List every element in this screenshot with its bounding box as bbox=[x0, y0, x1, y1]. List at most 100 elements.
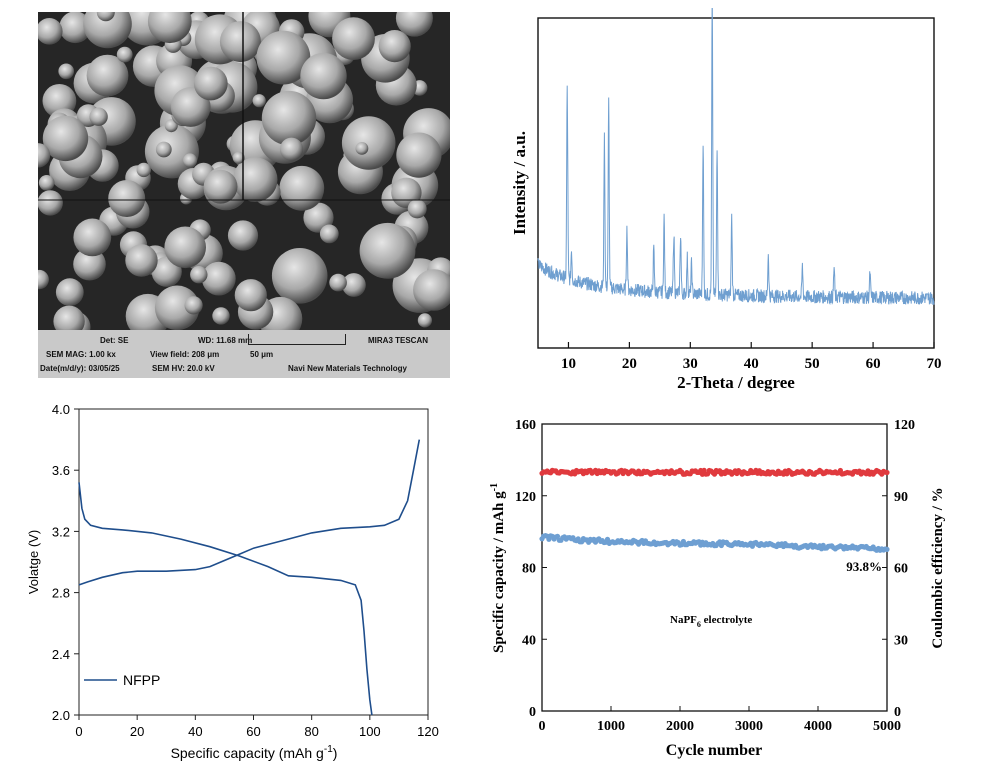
sem-particle bbox=[38, 175, 55, 191]
cv-x-tick-label: 80 bbox=[304, 724, 318, 739]
xrd-pattern-line bbox=[537, 8, 935, 306]
sem-particle bbox=[300, 52, 347, 100]
cv-y-tick-label: 2.4 bbox=[52, 647, 70, 662]
sem-particle bbox=[116, 46, 133, 63]
sem-particle bbox=[170, 87, 211, 127]
sem-particle bbox=[38, 18, 63, 45]
sem-particle bbox=[256, 30, 311, 85]
sem-particle bbox=[38, 143, 51, 168]
cv-x-tick-label: 60 bbox=[246, 724, 260, 739]
cyc-right-tick-label: 0 bbox=[894, 705, 901, 720]
retention-annotation: 93.8% bbox=[846, 559, 882, 574]
sem-particle bbox=[154, 285, 200, 330]
cyc-right-tick-label: 120 bbox=[894, 418, 915, 433]
xrd-x-tick-label: 10 bbox=[561, 356, 576, 372]
sem-particle bbox=[73, 218, 112, 257]
cv-x-tick-label: 100 bbox=[359, 724, 381, 739]
sem-particle bbox=[108, 180, 146, 217]
sem-particle bbox=[212, 307, 230, 325]
sem-particle bbox=[234, 279, 267, 312]
sem-particle bbox=[42, 115, 89, 162]
sem-particle bbox=[232, 157, 278, 202]
sem-particle bbox=[164, 226, 206, 269]
cyc-x-tick-label: 5000 bbox=[873, 719, 901, 734]
cyc-plot-frame bbox=[541, 423, 888, 712]
sem-particle bbox=[38, 190, 63, 216]
cyc-x-tick-label: 0 bbox=[539, 719, 546, 734]
xrd-x-tick-label: 50 bbox=[805, 356, 820, 372]
cyc-left-tick-label: 160 bbox=[515, 418, 536, 433]
sem-particle bbox=[227, 220, 259, 251]
xrd-chart: 10 20 30 40 50 60 70 2-Theta / degree Intensit… bbox=[510, 8, 942, 392]
sem-particle bbox=[396, 132, 442, 178]
electrolyte-annotation: NaPF6 electrolyte bbox=[670, 614, 752, 629]
cv-y-tick-label: 3.6 bbox=[52, 463, 70, 478]
cv-y-tick-label: 3.2 bbox=[52, 524, 70, 539]
sem-particle bbox=[261, 90, 317, 146]
sem-particle bbox=[407, 199, 427, 219]
discharge-curve bbox=[78, 482, 373, 716]
sem-view-field: View field: 208 μm bbox=[150, 350, 220, 359]
sem-particle bbox=[395, 12, 433, 37]
cyc-right-tick-label: 30 bbox=[894, 633, 908, 648]
sem-particle bbox=[279, 165, 325, 211]
sem-particle bbox=[73, 247, 106, 281]
sem-particle bbox=[58, 63, 74, 80]
sem-particle bbox=[86, 54, 129, 97]
sem-mag: SEM MAG: 1.00 kx bbox=[46, 350, 116, 359]
sem-particle bbox=[417, 313, 432, 328]
sem-particle bbox=[378, 29, 411, 63]
capacity-point bbox=[604, 536, 611, 542]
sem-particle bbox=[89, 107, 108, 126]
sem-particle bbox=[59, 12, 92, 44]
sem-particle bbox=[184, 296, 203, 315]
sem-micrograph: Det: SE WD: 11.68 mm MIRA3 TESCAN SEM MA… bbox=[38, 12, 450, 378]
cyc-x-axis-label: Cycle number bbox=[666, 742, 762, 759]
sem-particle bbox=[201, 261, 236, 296]
cyc-x-tick-label: 3000 bbox=[735, 719, 763, 734]
sem-particle bbox=[155, 141, 172, 158]
xrd-y-axis-label: Intensity / a.u. bbox=[510, 131, 529, 235]
cyc-x-tick-label: 2000 bbox=[666, 719, 694, 734]
cv-x-tick-label: 40 bbox=[188, 724, 202, 739]
cv-y-tick-label: 4.0 bbox=[52, 402, 70, 417]
capacity-point bbox=[554, 533, 561, 539]
sem-particle bbox=[55, 278, 84, 307]
sem-particle bbox=[182, 153, 198, 168]
xrd-plot-frame bbox=[537, 17, 935, 349]
charge-discharge-chart: 0 20 40 60 80 100 120 2.0 2.4 2.8 3.2 3.6 4.0 NFPP S… bbox=[26, 402, 439, 761]
legend-label: NFPP bbox=[123, 672, 160, 688]
sem-particle bbox=[136, 162, 151, 178]
sem-det: Det: SE bbox=[100, 336, 129, 345]
cyc-right-tick-label: 90 bbox=[894, 490, 908, 505]
cycling-chart: 0 1000 2000 3000 4000 50000408012016003060901… bbox=[489, 418, 946, 759]
cyc-left-tick-label: 40 bbox=[522, 633, 536, 648]
xrd-x-tick-label: 40 bbox=[744, 356, 759, 372]
cv-x-tick-label: 0 bbox=[75, 724, 82, 739]
sem-particle bbox=[125, 244, 158, 277]
cyc-x-tick-label: 1000 bbox=[597, 719, 625, 734]
xrd-x-tick-label: 60 bbox=[866, 356, 881, 372]
cv-x-tick-label: 120 bbox=[417, 724, 439, 739]
sem-particle bbox=[190, 266, 208, 284]
cyc-left-tick-label: 80 bbox=[522, 562, 536, 577]
sem-particle bbox=[359, 222, 416, 279]
cyc-left-axis-label: Specific capacity / mAh g-1 bbox=[489, 483, 507, 653]
sem-particle bbox=[332, 17, 375, 60]
specific-capacity-series bbox=[539, 533, 890, 553]
cyc-x-tick-label: 4000 bbox=[804, 719, 832, 734]
cv-x-tick-label: 20 bbox=[130, 724, 144, 739]
sem-image bbox=[38, 12, 450, 330]
sem-particle bbox=[271, 247, 328, 304]
sem-particle bbox=[341, 116, 396, 170]
sem-particle bbox=[329, 273, 347, 292]
sem-particle bbox=[279, 137, 304, 161]
sem-particle bbox=[96, 12, 115, 22]
ce-point bbox=[884, 469, 890, 476]
cyc-right-axis-label: Coulombic efficiency / % bbox=[930, 487, 946, 648]
xrd-x-tick-label: 70 bbox=[927, 356, 942, 372]
sem-particle bbox=[219, 21, 261, 63]
sem-company: Navi New Materials Technology bbox=[288, 364, 407, 373]
sem-particle bbox=[147, 12, 192, 44]
sem-wd: WD: 11.68 mm bbox=[198, 336, 253, 345]
